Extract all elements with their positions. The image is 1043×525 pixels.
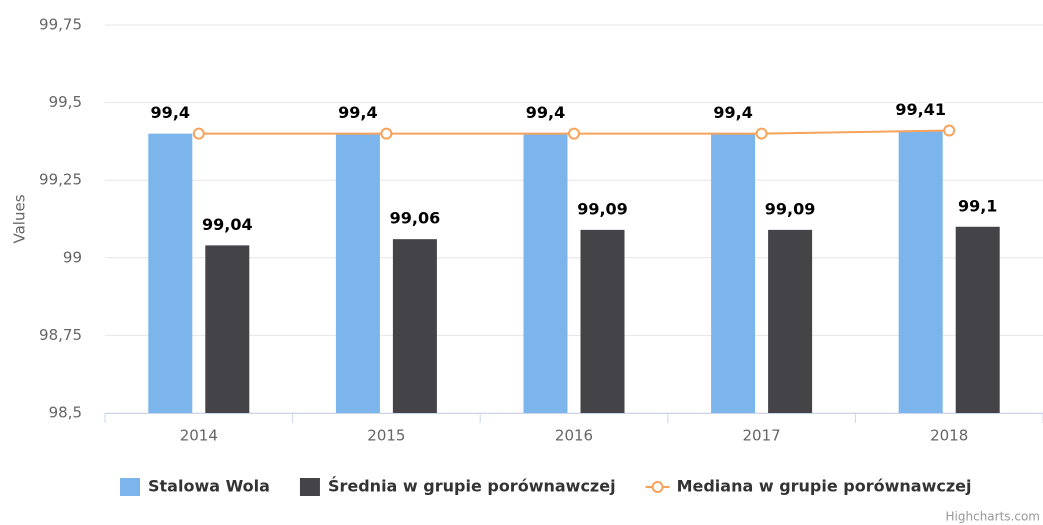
x-tick-label: 2016 [555, 427, 593, 445]
data-label: 99,41 [895, 100, 946, 119]
bar [711, 133, 756, 413]
y-tick-label: 99,75 [39, 16, 82, 34]
y-tick-label: 99,5 [49, 93, 82, 111]
y-tick-label: 98,75 [39, 326, 82, 344]
data-label: 99,4 [338, 103, 377, 122]
legend-symbol [651, 481, 664, 493]
x-tick-label: 2015 [367, 427, 405, 445]
x-tick-label: 2017 [743, 427, 781, 445]
bar [523, 133, 568, 413]
bar [955, 226, 1000, 413]
data-label: 99,09 [765, 199, 816, 218]
data-label: 99,09 [577, 199, 628, 218]
data-label: 99,04 [202, 215, 253, 234]
x-tick-label: 2014 [180, 427, 218, 445]
line-marker [192, 127, 205, 140]
data-label: 99,1 [958, 196, 997, 215]
y-tick-label: 99,25 [39, 171, 82, 189]
line-marker [943, 124, 956, 137]
legend-label: Mediana w grupie porównawczej [677, 477, 972, 496]
legend-label: Stalowa Wola [148, 477, 270, 496]
y-tick-label: 98,5 [49, 404, 82, 422]
legend-label: Średnia w grupie porównawczej [328, 477, 616, 496]
bar [335, 133, 380, 413]
bar [898, 130, 943, 413]
line-marker [755, 127, 768, 140]
y-axis-label: Values [11, 194, 29, 243]
data-label: 99,4 [526, 103, 565, 122]
line-marker [568, 127, 580, 140]
legend-symbol [120, 478, 140, 496]
line-marker [380, 127, 393, 140]
credits: Highcharts.com [946, 510, 1040, 524]
bar [205, 245, 250, 413]
x-tick-label: 2018 [930, 427, 968, 445]
bar [768, 229, 813, 413]
data-label: 99,06 [390, 209, 441, 228]
bar [392, 239, 437, 413]
data-label: 99,4 [151, 103, 190, 122]
data-label: 99,4 [713, 103, 752, 122]
legend-symbol [299, 478, 320, 496]
bar [580, 229, 625, 413]
bar [148, 133, 193, 413]
y-tick-label: 99 [63, 248, 82, 266]
